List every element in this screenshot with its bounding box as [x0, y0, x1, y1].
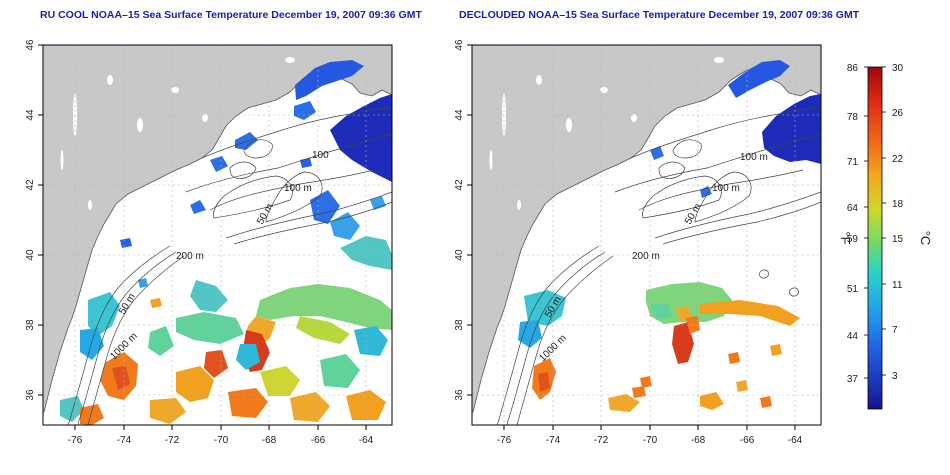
contour-label: 100 m	[712, 183, 740, 194]
y-tick-label: 44	[454, 109, 465, 121]
f-tick-label: 44	[847, 331, 859, 342]
contour-label: 200 m	[176, 251, 204, 262]
colorbar: 86 78 71 64 59 51 44 37 30 26 22 18 15 1…	[838, 63, 933, 410]
y-tick-label: 44	[25, 109, 36, 121]
y-tick-label: 46	[454, 39, 465, 51]
temp-blobs-left	[60, 60, 392, 425]
y-tick-label: 46	[25, 39, 36, 51]
contour-label: 200 m	[632, 251, 660, 262]
y-tick-label: 38	[25, 319, 36, 331]
x-tick-label: -70	[214, 435, 229, 446]
left-x-tick-labels: -76 -74 -72 -70 -68 -66 -64	[68, 435, 374, 446]
grid-left	[43, 45, 392, 425]
left-panel-title: RU COOL NOAA–15 Sea Surface Temperature …	[40, 9, 422, 21]
grid-right	[472, 45, 821, 425]
colorbar-c-labels: 30 26 22 18 15 11 7 3	[892, 63, 904, 382]
x-tick-label: -64	[359, 435, 374, 446]
f-tick-label: 86	[847, 63, 859, 74]
right-ticks	[467, 44, 796, 430]
x-tick-label: -64	[788, 435, 803, 446]
f-tick-label: 64	[847, 203, 859, 214]
x-tick-label: -66	[311, 435, 326, 446]
x-tick-label: -70	[643, 435, 658, 446]
left-y-tick-labels: 36 38 40 42 44 46	[25, 39, 36, 401]
x-tick-label: -76	[497, 435, 512, 446]
land-right	[472, 45, 821, 425]
right-y-tick-labels: 36 38 40 42 44 46	[454, 39, 465, 401]
y-tick-label: 36	[25, 389, 36, 401]
c-tick-label: 26	[892, 108, 904, 119]
c-tick-label: 22	[892, 154, 904, 165]
x-tick-label: -66	[740, 435, 755, 446]
x-tick-label: -74	[117, 435, 132, 446]
x-tick-label: -76	[68, 435, 83, 446]
x-tick-label: -72	[594, 435, 609, 446]
fahrenheit-unit-label: °F	[838, 231, 853, 244]
c-tick-label: 15	[892, 234, 904, 245]
right-map-panel: 100 m 100 m 50 m 200 m 50 m 1000 m -76 -…	[454, 39, 822, 446]
temp-blobs-right	[518, 60, 821, 412]
colorbar-f-labels: 86 78 71 64 59 51 44 37	[847, 63, 859, 385]
contours-right	[496, 107, 821, 425]
c-tick-label: 18	[892, 199, 904, 210]
x-tick-label: -68	[262, 435, 277, 446]
y-tick-label: 40	[454, 249, 465, 261]
contour-label: 100 m	[740, 152, 768, 163]
y-tick-label: 36	[454, 389, 465, 401]
left-map-frame	[42, 44, 393, 426]
f-tick-label: 71	[847, 157, 859, 168]
lakes-left	[60, 57, 295, 210]
land-left	[43, 45, 392, 425]
c-tick-label: 30	[892, 63, 904, 74]
right-x-tick-labels: -76 -74 -72 -70 -68 -66 -64	[497, 435, 803, 446]
left-map-panel: 100 100 m 50 m 200 m 50 m 1000 m -76 -74	[25, 39, 393, 446]
f-tick-label: 78	[847, 112, 859, 123]
f-tick-label: 51	[847, 284, 859, 295]
left-ticks	[38, 44, 367, 430]
y-tick-label: 42	[454, 179, 465, 191]
x-tick-label: -68	[691, 435, 706, 446]
colorbar-gradient	[867, 66, 883, 410]
contours-left	[67, 107, 392, 425]
right-panel-title: DECLOUDED NOAA–15 Sea Surface Temperatur…	[459, 9, 860, 21]
y-tick-label: 42	[25, 179, 36, 191]
x-tick-label: -72	[165, 435, 180, 446]
colorbar-ticks	[864, 66, 886, 379]
y-tick-label: 38	[454, 319, 465, 331]
f-tick-label: 37	[847, 374, 859, 385]
contour-label: 100	[312, 150, 329, 161]
f-tick-label: 59	[847, 234, 859, 245]
c-tick-label: 11	[892, 280, 903, 291]
right-map-frame	[471, 44, 822, 426]
y-tick-label: 40	[25, 249, 36, 261]
x-tick-label: -74	[546, 435, 561, 446]
celsius-unit-label: °C	[918, 231, 933, 246]
c-tick-label: 3	[892, 371, 898, 382]
contour-label: 100 m	[284, 183, 312, 194]
c-tick-label: 7	[892, 325, 898, 336]
